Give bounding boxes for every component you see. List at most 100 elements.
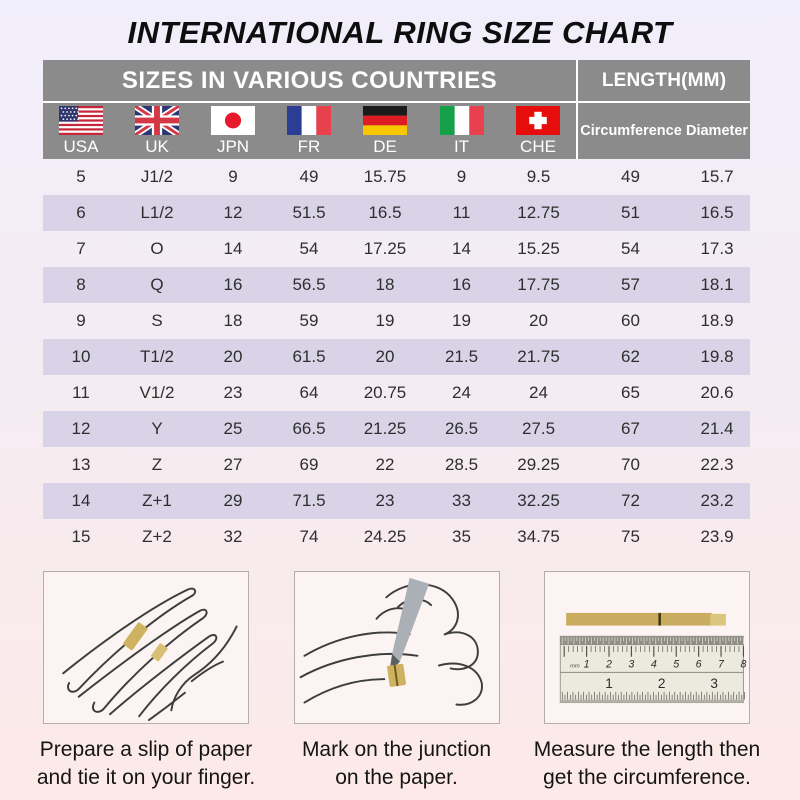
size-cell-fr: 61.5	[292, 347, 326, 366]
size-cell-usa: 7	[76, 239, 86, 258]
size-cell-che: 34.75	[517, 527, 560, 546]
size-cell-jpn: 16	[223, 275, 243, 294]
size-cell-it: 14	[452, 239, 471, 258]
svg-text:8: 8	[740, 658, 746, 670]
table-row: 8 Q 16 56.5 18 16 17.75 57 18.1	[43, 267, 751, 303]
size-cell-circumference: 51	[621, 203, 640, 222]
instruction-caption: Measure the length then get the circumfe…	[533, 738, 761, 789]
size-cell-de: 22	[375, 455, 395, 474]
size-cell-che: 29.25	[517, 455, 560, 474]
length-header-diameter: Diameter	[684, 102, 751, 159]
size-cell-jpn: 18	[223, 311, 243, 330]
size-cell-de: 24.25	[363, 527, 407, 546]
size-cell-usa: 9	[76, 311, 86, 330]
table-body: 5 J1/2 9 49 15.75 9 9.5 49 15.7 6 L1/2 12 51.5 16.5 11…	[43, 159, 751, 555]
instruction-caption: Prepare a slip of paper and tie it on yo…	[36, 738, 256, 789]
size-cell-che: 12.75	[517, 203, 560, 222]
size-cell-fr: 66.5	[292, 419, 326, 438]
size-cell-usa: 13	[71, 455, 91, 474]
ruler-measuring-strip-illustration: mm 1 2 3 4 5 6 7 8 1 2 3	[544, 571, 750, 724]
page-title: INTERNATIONAL RING SIZE CHART	[127, 15, 673, 50]
length-header-circumference: Circumference	[576, 102, 685, 159]
size-cell-fr: 69	[299, 455, 319, 474]
table-row: 5 J1/2 9 49 15.75 9 9.5 49 15.7	[43, 159, 750, 195]
size-cell-circumference: 60	[621, 311, 640, 330]
size-cell-fr: 49	[299, 167, 319, 186]
size-cell-it: 28.5	[444, 455, 479, 474]
size-cell-de: 20	[375, 347, 395, 366]
size-cell-che: 32.25	[517, 491, 560, 510]
size-cell-circumference: 49	[621, 167, 640, 186]
size-cell-uk: Z	[151, 455, 163, 474]
size-cell-usa: 12	[71, 419, 91, 438]
size-cell-circumference: 75	[621, 527, 640, 546]
size-cell-de: 21.25	[363, 419, 407, 438]
country-label: FR	[297, 136, 321, 156]
header-length-mm: LENGTH(MM)	[576, 60, 751, 103]
size-cell-diameter: 18.1	[700, 275, 734, 294]
size-cell-it: 33	[452, 491, 471, 510]
size-cell-diameter: 21.4	[700, 419, 734, 438]
country-header-usa: USA	[43, 102, 119, 159]
size-cell-uk: Q	[150, 275, 164, 294]
size-cell-de: 18	[375, 275, 395, 294]
size-cell-it: 16	[452, 275, 471, 294]
marking-pen-on-finger-illustration	[293, 571, 500, 724]
flag-ch-icon	[516, 105, 560, 135]
flag-jp-icon	[211, 105, 255, 135]
size-cell-jpn: 12	[223, 203, 243, 222]
size-cell-uk: T1/2	[139, 347, 175, 366]
country-label: CHE	[520, 136, 556, 156]
header-sizes-in-various-countries: SIZES IN VARIOUS COUNTRIES	[43, 60, 578, 103]
size-cell-fr: 74	[299, 527, 319, 546]
size-cell-che: 20	[529, 311, 548, 330]
size-cell-uk: L1/2	[140, 203, 174, 222]
instruction-step-3: mm 1 2 3 4 5 6 7 8 1 2 3 Measure the length then …	[534, 571, 760, 791]
instruction-step-2: Mark on the junction on the paper.	[293, 571, 500, 791]
svg-text:mm: mm	[570, 663, 580, 669]
size-cell-fr: 51.5	[292, 203, 326, 222]
svg-text:1: 1	[605, 676, 613, 691]
table-row: 7 O 14 54 17.25 14 15.25 54 17.3	[43, 231, 750, 267]
country-header-fr: FR	[271, 102, 347, 159]
paper-strip-marked	[386, 663, 406, 687]
size-cell-circumference: 72	[621, 491, 640, 510]
country-header-de: DE	[347, 102, 423, 159]
size-cell-usa: 10	[71, 347, 91, 366]
size-cell-diameter: 19.8	[700, 347, 734, 366]
size-cell-fr: 59	[299, 311, 319, 330]
size-cell-diameter: 16.5	[700, 203, 734, 222]
size-cell-uk: J1/2	[140, 167, 174, 186]
size-cell-che: 9.5	[526, 167, 551, 186]
size-cell-jpn: 32	[223, 527, 243, 546]
size-cell-uk: Y	[151, 419, 163, 438]
size-cell-diameter: 22.3	[700, 455, 734, 474]
country-label: DE	[373, 136, 397, 156]
size-cell-che: 21.75	[517, 347, 560, 366]
size-cell-usa: 8	[76, 275, 86, 294]
table-header-row-sections: SIZES IN VARIOUS COUNTRIES LENGTH(MM)	[43, 60, 751, 103]
ruler: mm 1 2 3 4 5 6 7 8 1 2 3	[559, 635, 746, 704]
country-header-it: IT	[423, 102, 500, 159]
table-header-row-countries: USA UK JPN FR DE IT CHE Circumference Diameter	[43, 102, 751, 159]
instructions-section: Prepare a slip of paper and tie it on yo…	[37, 571, 760, 791]
size-cell-diameter: 18.9	[700, 311, 734, 330]
svg-text:3: 3	[628, 658, 634, 670]
country-label: JPN	[216, 136, 250, 156]
size-cell-che: 27.5	[521, 419, 556, 438]
size-cell-fr: 54	[299, 239, 319, 258]
svg-text:1: 1	[584, 658, 590, 670]
table-row: 11 V1/2 23 64 20.75 24 24 65 20.6	[43, 375, 750, 411]
size-cell-it: 24	[452, 383, 471, 402]
hand-with-paper-strip-illustration	[43, 571, 249, 724]
size-cell-uk: O	[150, 239, 164, 258]
size-cell-it: 19	[452, 311, 471, 330]
table-row: 6 L1/2 12 51.5 16.5 11 12.75 51 16.5	[43, 195, 751, 231]
instruction-step-1: Prepare a slip of paper and tie it on yo…	[37, 571, 255, 791]
table-row: 13 Z 27 69 22 28.5 29.25 70 22.3	[43, 447, 750, 483]
svg-text:6: 6	[696, 658, 702, 670]
flag-de-icon	[363, 105, 407, 135]
table-row: 9 S 18 59 19 19 20 60 18.9	[43, 303, 750, 339]
svg-text:2: 2	[658, 676, 666, 691]
